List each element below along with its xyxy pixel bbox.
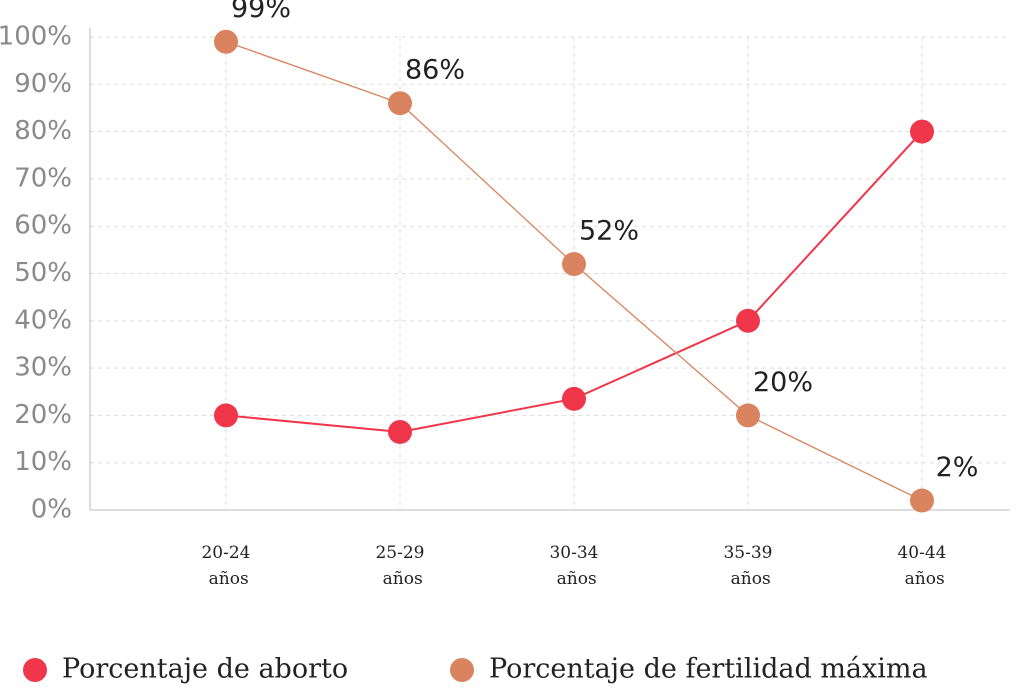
data-point [214, 29, 238, 54]
data-point [736, 308, 760, 333]
y-tick-label: 60% [14, 211, 72, 241]
data-point [910, 488, 934, 513]
value-label: 99% [231, 0, 291, 24]
data-point [388, 91, 412, 116]
data-point [562, 386, 586, 411]
legend-marker [23, 658, 47, 682]
data-point [562, 252, 586, 277]
legend-marker [450, 658, 474, 682]
data-point [214, 403, 238, 428]
x-tick-label: 25-29 años [375, 543, 424, 589]
y-tick-label: 0% [31, 495, 72, 525]
y-tick-label: 50% [14, 258, 72, 288]
x-tick-label: 20-24 años [201, 543, 250, 589]
y-tick-label: 100% [0, 22, 72, 52]
value-label: 20% [753, 367, 813, 398]
x-tick-label: 35-39 años [723, 543, 772, 589]
x-tick-label: 30-34 años [549, 543, 598, 589]
value-label: 86% [405, 55, 465, 86]
x-tick-label: 40-44 años [897, 543, 946, 589]
y-tick-label: 10% [14, 447, 72, 477]
value-label: 52% [579, 216, 639, 247]
y-tick-label: 80% [14, 116, 72, 146]
y-tick-label: 40% [14, 305, 72, 335]
y-tick-label: 70% [14, 163, 72, 193]
y-tick-label: 30% [14, 353, 72, 383]
y-tick-label: 90% [14, 69, 72, 99]
value-label: 2% [936, 452, 979, 483]
legend-label: Porcentaje de fertilidad máxima [489, 654, 928, 685]
data-point [388, 419, 412, 444]
data-point [736, 403, 760, 428]
y-tick-label: 20% [14, 400, 72, 430]
legend-label: Porcentaje de aborto [62, 654, 348, 685]
data-point [910, 119, 934, 144]
